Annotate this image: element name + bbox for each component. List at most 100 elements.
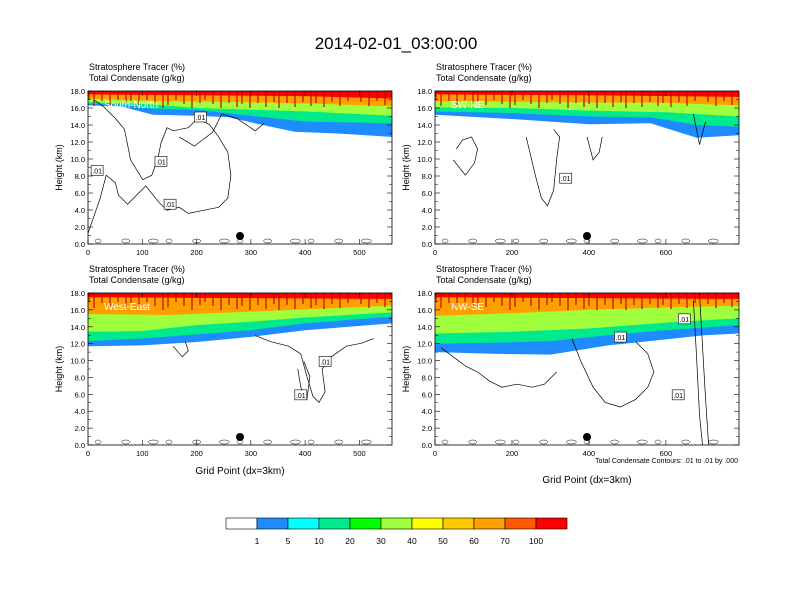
colorbar-label: 70 bbox=[500, 536, 510, 546]
tracer-streak bbox=[604, 293, 606, 305]
y-tick-label: 6.0 bbox=[75, 189, 85, 198]
surface-contour bbox=[263, 439, 272, 445]
contour-label: .01 bbox=[616, 335, 626, 342]
colorbar-label: 5 bbox=[286, 536, 291, 546]
tracer-streak bbox=[509, 293, 511, 310]
tracer-streak bbox=[522, 91, 524, 100]
tracer-streak bbox=[477, 91, 479, 101]
tracer-streak bbox=[567, 293, 569, 310]
tracer-streak bbox=[331, 91, 333, 102]
contour-label-box bbox=[90, 165, 104, 176]
tracer-streak bbox=[368, 91, 370, 106]
tracer-streak bbox=[686, 91, 688, 106]
figure-title: 2014-02-01_03:00:00 bbox=[315, 34, 478, 53]
y-tick-label: 10.0 bbox=[70, 155, 85, 164]
colorbar-swatch bbox=[411, 517, 444, 530]
tracer-streak bbox=[604, 91, 606, 103]
tracer-streak bbox=[530, 91, 532, 104]
tracer-streak bbox=[472, 293, 474, 306]
tracer-streak bbox=[249, 293, 251, 310]
surface-contour bbox=[219, 238, 230, 244]
tracer-streak bbox=[538, 293, 540, 310]
y-tick-label: 4.0 bbox=[75, 206, 85, 215]
colorbar-swatch bbox=[535, 517, 568, 530]
panel-header-line1: Stratosphere Tracer (%) bbox=[436, 62, 532, 72]
colorbar-swatch bbox=[225, 517, 258, 530]
y-tick-label: 2.0 bbox=[422, 424, 432, 433]
location-marker bbox=[583, 232, 591, 240]
condensate-contour bbox=[525, 129, 560, 207]
x-tick-label: 100 bbox=[136, 248, 149, 257]
tracer-streak bbox=[220, 293, 222, 310]
panel-label: NW-SE bbox=[451, 302, 484, 313]
tracer-streak bbox=[514, 91, 516, 105]
y-tick-label: 0.0 bbox=[75, 240, 85, 249]
tracer-streak bbox=[331, 293, 333, 304]
x-tick-label: 400 bbox=[583, 248, 596, 257]
tracer-streak bbox=[464, 91, 466, 100]
plot-area: .01 SW-NE bbox=[435, 91, 739, 244]
tracer-streak bbox=[183, 91, 185, 104]
tracer-streak bbox=[93, 91, 95, 106]
y-tick-label: 12.0 bbox=[70, 340, 85, 349]
tracer-streak bbox=[538, 91, 540, 108]
surface-contour bbox=[219, 439, 230, 445]
tracer-streak bbox=[376, 293, 378, 303]
tracer-streak bbox=[175, 91, 177, 100]
tracer-streak bbox=[183, 293, 185, 306]
y-tick-label: 14.0 bbox=[417, 323, 432, 332]
contour-label: .01 bbox=[196, 115, 206, 122]
tracer-streak bbox=[347, 91, 349, 101]
contour-label: .01 bbox=[165, 202, 175, 209]
contour-label-box bbox=[318, 356, 332, 367]
contour-label-box bbox=[559, 172, 573, 184]
tracer-streak bbox=[191, 293, 193, 310]
contour-label-box bbox=[294, 389, 308, 401]
tracer-streak bbox=[567, 91, 569, 108]
tracer-streak bbox=[657, 91, 659, 106]
tracer-streak bbox=[472, 91, 474, 104]
surface-contour bbox=[290, 439, 301, 445]
tracer-streak bbox=[546, 91, 548, 103]
tracer-streak bbox=[649, 91, 651, 102]
tracer-streak bbox=[323, 91, 325, 107]
tracer-streak bbox=[440, 293, 442, 308]
x-tick-label: 200 bbox=[506, 248, 519, 257]
tracer-streak bbox=[167, 293, 169, 307]
tracer-streak bbox=[707, 293, 709, 304]
x-tick-label: 600 bbox=[660, 248, 673, 257]
surface-contour bbox=[681, 439, 690, 445]
surface-contour bbox=[334, 238, 343, 244]
contour-label: .01 bbox=[679, 317, 689, 324]
surface-contour bbox=[94, 238, 102, 244]
tracer-streak bbox=[109, 293, 111, 307]
tracer-streak bbox=[323, 293, 325, 309]
panel-label: SW-NE bbox=[451, 100, 484, 111]
tracer-streak bbox=[199, 293, 201, 305]
tracer-streak bbox=[138, 293, 140, 307]
tracer-streak bbox=[641, 293, 643, 309]
panel-header-line2: Total Condensate (g/kg) bbox=[436, 73, 532, 83]
y-tick-label: 14.0 bbox=[70, 121, 85, 130]
tracer-streak bbox=[310, 91, 312, 106]
colorbar-swatch bbox=[349, 517, 382, 530]
tracer-streak bbox=[109, 91, 111, 105]
surface-contour bbox=[566, 439, 577, 445]
y-tick-label: 18.0 bbox=[70, 87, 85, 96]
tracer-streak bbox=[477, 293, 479, 303]
tracer-streak bbox=[204, 91, 206, 100]
panel-nw-se: Stratosphere Tracer (%) Total Condensate… bbox=[401, 264, 740, 486]
x-tick-label: 300 bbox=[245, 449, 258, 458]
tracer-streak bbox=[464, 293, 466, 302]
colorbar-swatch bbox=[256, 517, 289, 530]
tracer-streak bbox=[620, 91, 622, 102]
tracer-streak bbox=[493, 91, 495, 100]
tracer-streak bbox=[583, 91, 585, 107]
surface-contour bbox=[495, 238, 506, 244]
tracer-streak bbox=[575, 293, 577, 305]
surface-contour bbox=[165, 238, 173, 244]
surface-contour bbox=[512, 439, 520, 445]
panel-header-line1: Stratosphere Tracer (%) bbox=[89, 62, 185, 72]
surface-contour bbox=[708, 439, 719, 445]
tracer-streak bbox=[440, 91, 442, 106]
